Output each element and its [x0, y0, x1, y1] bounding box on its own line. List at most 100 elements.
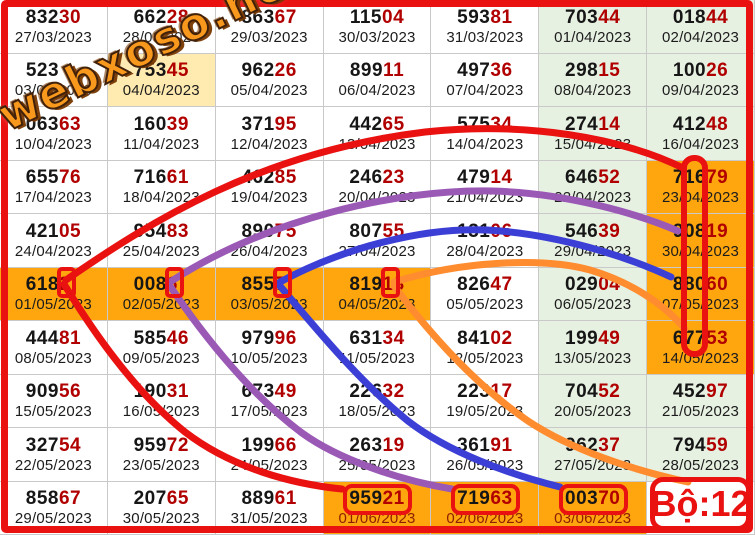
- result-number-suffix: 44: [706, 6, 729, 28]
- result-number-prefix: 959: [349, 488, 383, 510]
- result-number-prefix: 716: [133, 167, 167, 189]
- result-date: 10/04/2023: [14, 135, 92, 153]
- result-number-suffix: 56: [58, 381, 82, 403]
- result-number: 85867: [26, 488, 81, 510]
- result-date: 24/04/2023: [14, 242, 92, 260]
- result-number: 44265: [349, 114, 404, 136]
- result-number: 89075: [241, 221, 296, 243]
- result-number-suffix: 31: [166, 381, 189, 403]
- result-cell: 02904 06/05/2023: [539, 267, 648, 321]
- result-number-prefix: 263: [349, 434, 383, 456]
- result-number-suffix: 61: [166, 167, 189, 189]
- result-cell: 83230 27/03/2023: [0, 0, 108, 54]
- result-date: 20/04/2023: [338, 189, 416, 207]
- result-number: 63134: [349, 328, 404, 350]
- result-date: 11/05/2023: [339, 349, 415, 367]
- result-number: 36191: [457, 435, 512, 457]
- result-number-suffix: 61: [274, 488, 297, 510]
- result-number: 49736: [457, 60, 512, 82]
- result-date: 06/04/2023: [338, 82, 416, 100]
- result-date: 05/05/2023: [446, 296, 524, 314]
- result-number-prefix: 190: [133, 381, 167, 403]
- result-cell: 88961 31/05/2023: [215, 481, 324, 535]
- result-cell: 32754 22/05/2023: [0, 428, 108, 482]
- result-date: 28/04/2023: [446, 242, 524, 260]
- result-number-prefix: 207: [133, 488, 167, 510]
- result-cell: 88060 07/05/2023: [647, 267, 755, 321]
- result-number-prefix: 274: [565, 113, 599, 135]
- result-number: 46285: [241, 167, 296, 189]
- result-number-prefix: 677: [672, 327, 707, 349]
- result-number: 96226: [241, 60, 296, 82]
- result-number-prefix: 909: [25, 381, 59, 403]
- result-cell: 66228 28/03/2023: [107, 0, 216, 54]
- result-number-suffix: 81: [58, 327, 82, 349]
- result-cell: 59381 31/03/2023: [431, 0, 540, 54]
- result-number-suffix: 34: [382, 327, 405, 349]
- result-date: 26/04/2023: [230, 242, 308, 260]
- result-number: 22632: [349, 381, 404, 403]
- result-number-suffix: 85: [274, 167, 297, 189]
- result-cell: 64652 22/04/2023: [539, 160, 648, 214]
- result-number: 58546: [134, 328, 189, 350]
- result-number-prefix: 199: [241, 434, 275, 456]
- result-number: 71661: [134, 167, 189, 189]
- result-date: 07/05/2023: [662, 296, 740, 314]
- result-cell: 89075 26/04/2023: [215, 214, 324, 268]
- result-cell: 81913 04/05/2023: [323, 267, 432, 321]
- result-number-prefix: 063: [25, 113, 59, 135]
- result-date: 19/04/2023: [230, 189, 308, 207]
- result-date: 29/03/2023: [230, 28, 308, 46]
- result-number: 88961: [241, 488, 296, 510]
- result-date: 01/05/2023: [14, 296, 92, 314]
- result-number-prefix: 662: [133, 6, 167, 28]
- result-number-prefix: 807: [349, 220, 383, 242]
- result-number-suffix: 39: [166, 113, 189, 135]
- result-cell: 42105 24/04/2023: [0, 214, 108, 268]
- result-number: 8557: [241, 274, 296, 296]
- result-date: 08/04/2023: [554, 82, 632, 100]
- result-cell: 19949 13/05/2023: [539, 321, 648, 375]
- result-date: 22/04/2023: [554, 189, 632, 207]
- result-number: 67753: [673, 328, 728, 350]
- result-number-suffix: 49: [274, 381, 297, 403]
- result-date: 18/05/2023: [338, 403, 416, 421]
- result-number-prefix: 618: [25, 274, 59, 296]
- result-number-prefix: 371: [241, 113, 275, 135]
- result-number-prefix: 223: [457, 381, 491, 403]
- result-number: 95483: [134, 221, 189, 243]
- result-number: 44481: [26, 328, 81, 350]
- result-number-prefix: 100: [672, 60, 707, 82]
- result-date: 28/03/2023: [122, 28, 200, 46]
- result-number-prefix: 899: [349, 60, 384, 82]
- result-date: 15/05/2023: [14, 403, 92, 421]
- result-number-suffix: 60: [706, 274, 729, 296]
- result-number: 88060: [673, 274, 728, 296]
- result-number: 22317: [457, 381, 512, 403]
- result-cell: 37195 12/04/2023: [215, 107, 324, 161]
- result-number-prefix: 794: [672, 434, 707, 456]
- result-date: 21/04/2023: [446, 189, 524, 207]
- result-date: 27/05/2023: [554, 456, 632, 474]
- result-number: 66228: [134, 7, 189, 29]
- result-date: 29/05/2023: [14, 510, 92, 528]
- result-number-suffix: 72: [166, 434, 189, 456]
- result-number: 13106: [457, 221, 512, 243]
- result-date: 04/05/2023: [338, 296, 416, 314]
- result-number-suffix: 02: [490, 327, 513, 349]
- result-cell: 6182 01/05/2023: [0, 267, 108, 321]
- result-number: 42105: [26, 221, 81, 243]
- result-number-suffix: 36: [490, 60, 513, 82]
- result-number: 95972: [134, 435, 189, 457]
- result-cell: 41248 16/04/2023: [647, 107, 755, 161]
- result-number-prefix: 008: [133, 274, 167, 296]
- result-number-prefix: 819: [349, 274, 383, 296]
- result-cell: 96226 05/04/2023: [215, 53, 324, 107]
- result-cell: 54639 29/04/2023: [539, 214, 648, 268]
- result-date: 24/05/2023: [230, 456, 308, 474]
- result-number-prefix: 523: [25, 60, 60, 82]
- result-number-suffix: 21: [382, 488, 405, 510]
- result-number: 54639: [565, 221, 620, 243]
- result-number: 75345: [134, 60, 189, 82]
- result-number: 84102: [457, 328, 512, 350]
